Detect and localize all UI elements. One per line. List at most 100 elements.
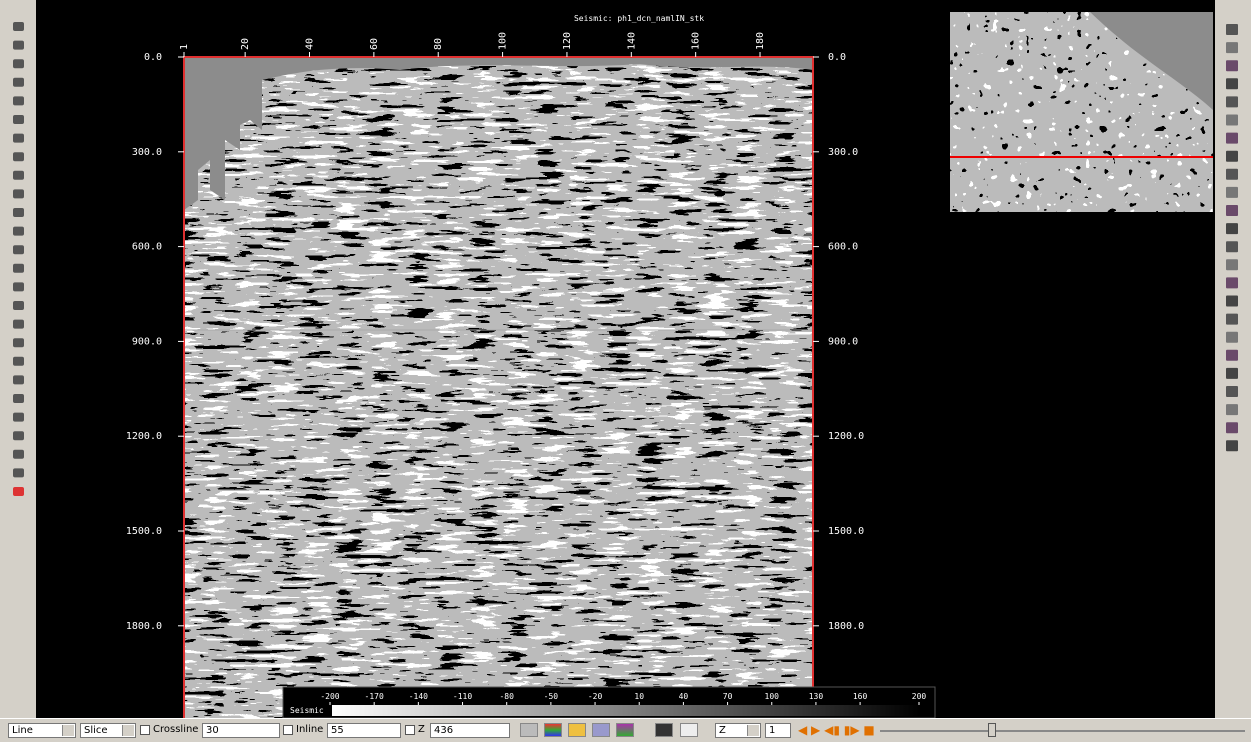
- app-window: Seismic: ph1_dcn_namlIN_stk Seismic 1204…: [0, 0, 1251, 742]
- tool-icon: [1226, 422, 1238, 433]
- tool-icon: [13, 264, 24, 273]
- time-tick-label: 0.0: [144, 52, 162, 63]
- tool-button[interactable]: [520, 723, 538, 737]
- tool-icon: [1226, 24, 1238, 35]
- bottom-toolbar: Line Slice Crossline 30 Inline 55 Z 436 …: [0, 718, 1251, 742]
- tool-icon: [1226, 205, 1238, 216]
- colorbar-tick-label: 70: [723, 692, 733, 701]
- crossline-label: Crossline: [153, 723, 198, 738]
- tool-icon: [1226, 368, 1238, 379]
- section-title: Seismic: ph1_dcn_namlIN_stk: [574, 14, 704, 23]
- tool-icon: [13, 96, 24, 105]
- colorbar-tick-label: 40: [679, 692, 689, 701]
- crossline-checkbox[interactable]: [140, 725, 150, 735]
- tool-icon: [1226, 96, 1238, 107]
- trace-tick-label: 160: [691, 32, 702, 50]
- tool-icon: [1226, 241, 1238, 252]
- tool-button[interactable]: [655, 723, 673, 737]
- colorbar-tick-label: -170: [365, 692, 384, 701]
- trace-tick-label: 140: [626, 32, 637, 50]
- colorbar-tick-label: -50: [544, 692, 559, 701]
- tool-icon: [1226, 187, 1238, 198]
- tool-icon: [1226, 133, 1238, 144]
- tool-icon: [1226, 296, 1238, 307]
- tool-icon: [13, 227, 24, 236]
- tool-icon: [1226, 404, 1238, 415]
- tool-icon: [13, 338, 24, 347]
- tool-icon: [13, 134, 24, 143]
- tool-icon: [1226, 78, 1238, 89]
- step-input[interactable]: 1: [765, 723, 791, 738]
- z-input[interactable]: 436: [430, 723, 510, 738]
- time-tick-label: 1500.0: [126, 526, 162, 537]
- tool-button[interactable]: [544, 723, 562, 737]
- time-tick-label: 900.0: [828, 336, 858, 347]
- tool-icon: [13, 468, 24, 477]
- tool-button[interactable]: [616, 723, 634, 737]
- trace-tick-label: 40: [305, 38, 316, 50]
- tool-icon: [13, 394, 24, 403]
- tool-icon: [1226, 60, 1238, 71]
- trace-tick-label: 100: [498, 32, 509, 50]
- colorbar-tick-label: 100: [765, 692, 780, 701]
- colorbar-tick-label: -80: [499, 692, 514, 701]
- trace-tick-label: 20: [240, 38, 251, 50]
- slider-track: [880, 730, 1245, 732]
- trace-tick-label: 120: [562, 32, 573, 50]
- tool-icon: [1226, 169, 1238, 180]
- time-tick-label: 1200.0: [126, 431, 162, 442]
- tool-icon: [13, 59, 24, 68]
- z-label: Z: [418, 723, 425, 738]
- colorbar-tick-label: 160: [853, 692, 868, 701]
- slice-select[interactable]: Slice: [80, 723, 136, 738]
- colorbar-tick-label: 130: [809, 692, 824, 701]
- trace-tick-label: 80: [433, 38, 444, 50]
- colorbar-tick-label: -110: [453, 692, 472, 701]
- time-tick-label: 900.0: [132, 336, 162, 347]
- tool-icon: [13, 487, 24, 496]
- tool-icon: [1226, 151, 1238, 162]
- tool-icon: [13, 78, 24, 87]
- tool-icon: [1226, 277, 1238, 288]
- time-tick-label: 0.0: [828, 52, 846, 63]
- slider-thumb[interactable]: [988, 723, 996, 737]
- tool-icon: [1226, 386, 1238, 397]
- tool-button[interactable]: [680, 723, 698, 737]
- time-tick-label: 1800.0: [828, 621, 864, 632]
- tool-icon: [13, 115, 24, 124]
- colorbar-tick-label: -200: [320, 692, 339, 701]
- time-tick-label: 600.0: [132, 242, 162, 253]
- time-tick-label: 300.0: [132, 147, 162, 158]
- tool-icon: [13, 282, 24, 291]
- time-tick-label: 1200.0: [828, 431, 864, 442]
- tool-icon: [1226, 42, 1238, 53]
- inline-checkbox[interactable]: [283, 725, 293, 735]
- mode-select[interactable]: Line: [8, 723, 76, 738]
- inline-input[interactable]: 55: [327, 723, 401, 738]
- playback-controls[interactable]: ◀ ▶ ◀▮ ▮▶ ■: [798, 723, 878, 738]
- tool-button[interactable]: [568, 723, 586, 737]
- tool-icon: [13, 301, 24, 310]
- tool-button[interactable]: [592, 723, 610, 737]
- trace-tick-label: 60: [369, 38, 380, 50]
- tool-icon: [13, 320, 24, 329]
- tool-icon: [1226, 223, 1238, 234]
- tool-icon: [13, 22, 24, 31]
- tool-icon: [1226, 440, 1238, 451]
- tool-icon: [13, 375, 24, 384]
- tool-icon: [13, 208, 24, 217]
- seismic-section: [184, 57, 813, 718]
- tool-icon: [13, 431, 24, 440]
- tool-icon: [1226, 350, 1238, 361]
- time-tick-label: 1500.0: [828, 526, 864, 537]
- axis-select[interactable]: Z: [715, 723, 761, 738]
- inline-label: Inline: [296, 723, 323, 738]
- colorbar-tick-label: 10: [634, 692, 644, 701]
- tool-icon: [13, 41, 24, 50]
- tool-icon: [13, 189, 24, 198]
- tool-icon: [1226, 259, 1238, 270]
- z-checkbox[interactable]: [405, 725, 415, 735]
- time-tick-label: 300.0: [828, 147, 858, 158]
- crossline-input[interactable]: 30: [202, 723, 280, 738]
